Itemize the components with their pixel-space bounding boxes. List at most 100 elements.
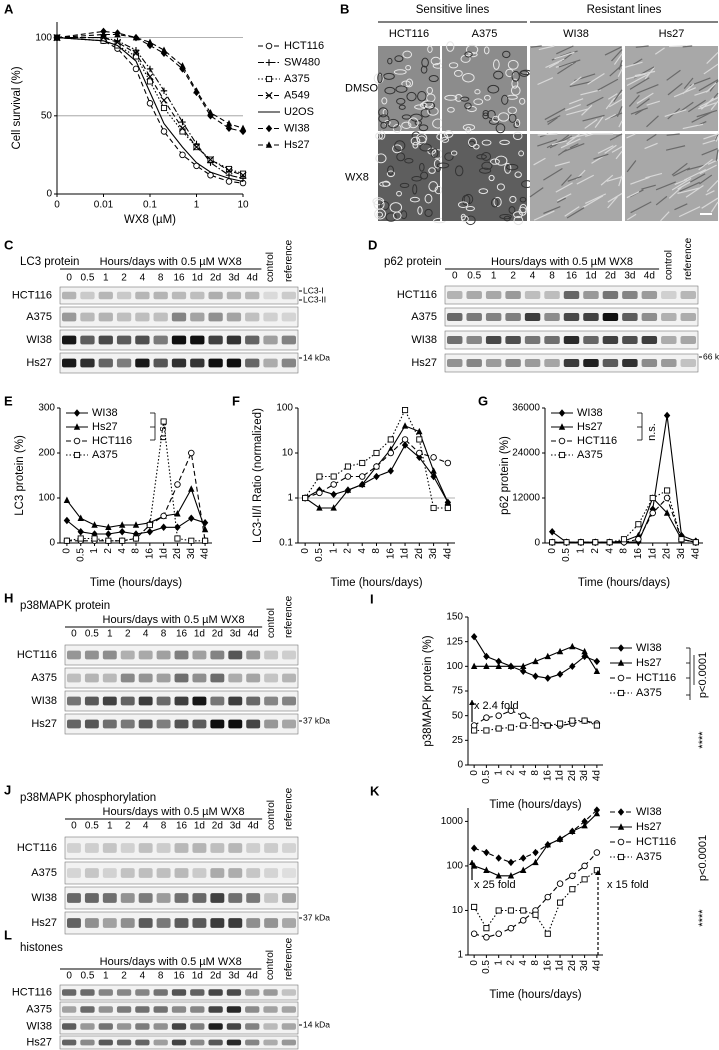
band	[563, 313, 580, 321]
cell	[634, 70, 656, 77]
group-title: Sensitive lines	[416, 4, 490, 16]
marker	[316, 489, 323, 497]
marker	[174, 523, 181, 531]
band	[84, 696, 99, 706]
cell	[626, 191, 640, 199]
annotation: p<0.0001	[697, 835, 709, 881]
band	[210, 843, 225, 853]
series-line	[57, 37, 244, 179]
cell	[678, 206, 701, 218]
cell	[414, 120, 422, 126]
marker	[495, 872, 502, 879]
band	[98, 291, 113, 300]
marker	[77, 514, 84, 521]
band	[208, 1006, 223, 1013]
band	[171, 335, 187, 345]
marker	[663, 494, 671, 502]
lane-label: 4	[530, 271, 536, 282]
x-tick-label: 4d	[592, 960, 603, 971]
marker	[146, 65, 154, 73]
cell	[566, 133, 580, 145]
band	[190, 291, 205, 300]
marker	[556, 647, 564, 655]
cell	[644, 142, 658, 150]
band	[102, 696, 117, 706]
band	[602, 313, 619, 321]
band	[210, 893, 225, 903]
series-line	[56, 37, 244, 184]
x-tick-label: 3d	[579, 960, 590, 971]
band	[153, 989, 168, 996]
marker	[581, 817, 588, 826]
marker	[146, 73, 154, 81]
marker	[532, 657, 539, 665]
panel-label: H	[4, 590, 13, 605]
cell	[544, 107, 566, 121]
series-line	[304, 408, 448, 509]
cell	[454, 165, 464, 177]
band	[98, 1039, 113, 1046]
y-tick-label: 100	[35, 32, 52, 43]
panel-label: B	[340, 1, 349, 16]
lane-label: 16	[566, 271, 578, 282]
annotation: p<0.0001	[697, 652, 709, 698]
band	[80, 1006, 95, 1013]
legend-label: HCT116	[92, 435, 132, 447]
cell	[556, 197, 567, 204]
cell	[625, 73, 646, 80]
x-tick-label: 2	[506, 960, 517, 966]
lane-label: 4	[140, 273, 146, 284]
x-tick-label: 16	[633, 548, 644, 560]
band	[153, 358, 168, 368]
cell	[404, 158, 414, 164]
marker	[617, 823, 625, 830]
cell	[685, 185, 704, 198]
marker	[430, 467, 437, 474]
x-tick-label: 1	[493, 770, 504, 776]
marker	[225, 166, 233, 175]
y-tick-label: 125	[446, 636, 463, 647]
cell	[669, 45, 686, 48]
band	[116, 1039, 132, 1046]
cell	[569, 133, 588, 139]
marker	[444, 459, 452, 467]
band	[208, 335, 223, 345]
lane-label: 8	[161, 821, 167, 832]
marker	[265, 124, 273, 133]
cell	[604, 144, 617, 154]
x-tick-label: 16	[542, 960, 553, 972]
marker	[91, 535, 98, 542]
band	[226, 1039, 242, 1046]
band	[174, 918, 189, 928]
cell	[380, 121, 388, 129]
cell	[713, 92, 719, 99]
x-tick-label: 2d	[567, 770, 578, 781]
band	[80, 989, 95, 996]
marker	[207, 112, 214, 120]
cell	[493, 196, 502, 208]
cell	[488, 118, 499, 125]
cell	[547, 117, 558, 125]
y-tick-label: 0	[534, 538, 540, 549]
marker	[146, 41, 154, 50]
cell	[545, 58, 565, 69]
lane-label: reference	[283, 239, 294, 282]
cell	[597, 145, 614, 154]
cell	[401, 114, 412, 120]
band	[98, 1006, 113, 1013]
lane-label: 2d	[605, 271, 616, 282]
column-label: HCT116	[389, 28, 429, 40]
band	[246, 719, 261, 729]
marker	[507, 907, 515, 914]
cell	[557, 61, 577, 75]
cell	[486, 109, 496, 119]
x-tick-label: 1d	[647, 548, 658, 559]
band	[264, 918, 279, 928]
micrograph	[530, 46, 622, 131]
cell	[537, 139, 558, 147]
cell	[628, 94, 640, 107]
x-tick-label: 3d	[428, 548, 439, 559]
marker	[507, 662, 515, 670]
marker	[558, 437, 566, 445]
axes	[467, 617, 603, 766]
